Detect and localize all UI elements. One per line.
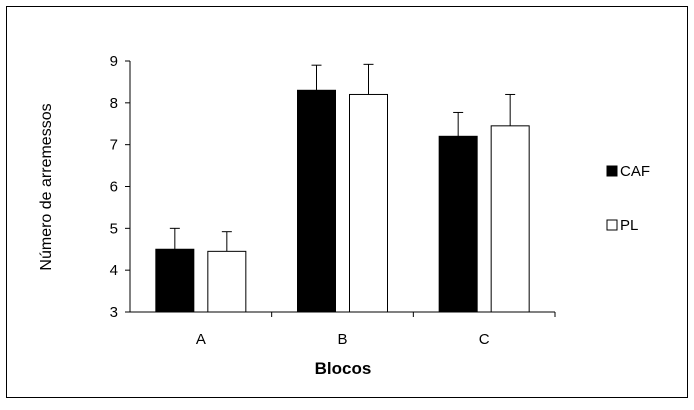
bar-caf-c [438, 135, 478, 313]
y-tick-label: 9 [110, 53, 118, 70]
y-axis-title: Número de arremessos [38, 103, 55, 270]
x-tick-label: C [479, 331, 490, 348]
y-tick-label: 3 [110, 304, 118, 321]
y-tick-label: 8 [110, 95, 118, 112]
legend-label-caf: CAF [620, 163, 650, 180]
x-tick-label: B [337, 331, 347, 348]
bar-pl-c [490, 125, 530, 313]
bar-caf-a [155, 248, 195, 313]
legend-swatch-pl [606, 219, 618, 231]
y-tick-label: 5 [110, 220, 118, 237]
bar-pl-a [207, 250, 247, 313]
legend-label-pl: PL [620, 217, 638, 234]
chart-border [6, 6, 688, 398]
y-tick-label: 4 [110, 262, 118, 279]
y-tick-label: 6 [110, 179, 118, 196]
x-tick-label: A [196, 331, 206, 348]
legend-swatch-caf [606, 165, 618, 177]
bar-pl-b [349, 93, 388, 313]
legend: CAF PL [606, 163, 650, 234]
plot-area: 3 4 5 6 7 8 9 A B C [110, 53, 556, 348]
bar-caf-b [297, 89, 336, 313]
y-tick-label: 7 [110, 137, 118, 154]
x-axis-title: Blocos [315, 359, 372, 378]
